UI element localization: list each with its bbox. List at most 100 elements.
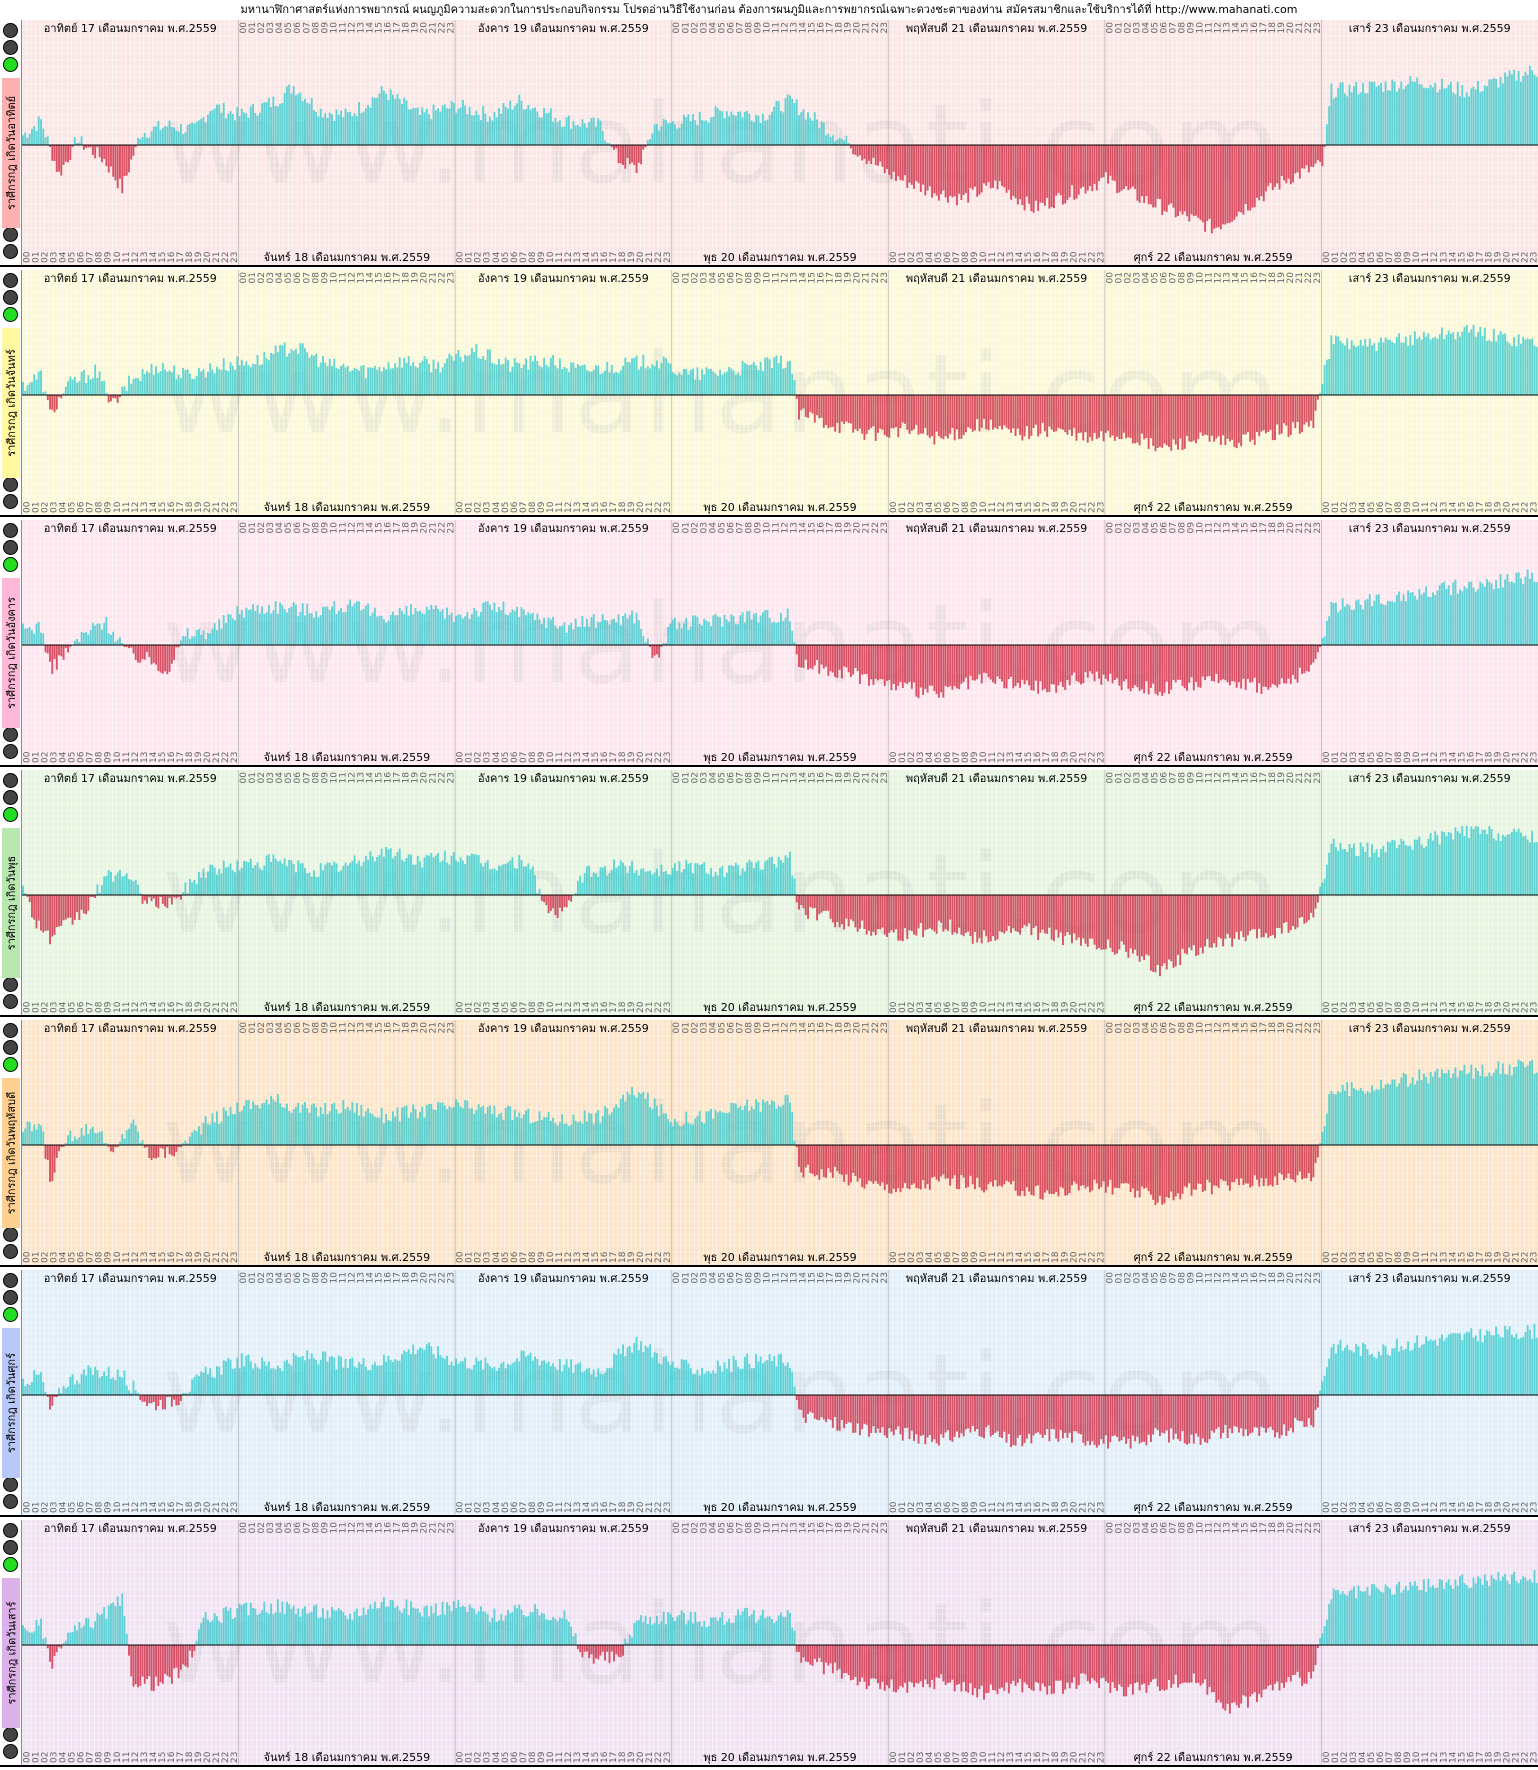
data-bar [182,635,185,645]
data-bar [369,107,372,145]
data-bar [109,395,112,402]
data-bar [637,369,640,395]
data-bar [1287,395,1290,437]
data-bar [1014,395,1017,437]
data-bar [940,895,943,923]
data-bar [992,395,994,430]
data-bar [40,895,42,931]
hour-tick-label: 17 [826,272,836,283]
data-bar [1104,895,1107,950]
data-bar [1506,574,1509,645]
data-bar [391,611,394,645]
data-bar [1265,145,1267,192]
data-bar [448,353,451,395]
hour-tick-label: 16 [1033,1001,1043,1013]
data-bar [128,879,130,895]
data-bar [1003,895,1006,934]
data-bar [1179,145,1182,212]
hour-tick-label: 18 [402,772,412,784]
data-bar [258,613,261,645]
data-bar [520,860,523,895]
hour-tick-label: 15 [374,272,384,283]
data-bar [475,610,478,645]
hour-tick-label: 07 [86,1002,96,1013]
data-bar [892,895,895,933]
data-bar [1177,395,1179,450]
hour-tick-label: 20 [1286,772,1296,784]
data-bar [166,645,169,675]
data-bar [1497,833,1500,895]
data-bar [376,369,379,395]
data-bar [184,636,187,645]
data-bar [897,645,900,686]
data-bar [37,621,40,645]
hour-tick-label: 20 [853,22,863,34]
data-bar [678,372,681,395]
data-bar [996,145,999,190]
data-bar [285,612,288,645]
data-bar [1086,395,1089,443]
data-bar [80,371,83,395]
data-bar [1531,572,1534,645]
data-bar [592,117,595,145]
data-bar [996,395,999,430]
green-light-icon [3,57,18,72]
data-bar [1111,895,1114,952]
data-bar [561,369,564,395]
data-bar [590,617,593,645]
data-bar [613,618,615,645]
data-bar [401,367,403,395]
data-bar [608,624,611,645]
data-bar [1104,145,1107,173]
hour-tick-label: 22 [221,752,231,763]
hour-tick-label: 10 [329,522,339,534]
data-bar [1443,88,1446,145]
data-bar [1226,395,1229,439]
data-bar [538,365,541,395]
data-bar [1140,395,1143,434]
data-bar [610,364,613,395]
data-bar [820,645,823,665]
data-bar [949,145,952,196]
data-bar [340,110,342,145]
hour-tick-label: 11 [338,772,348,783]
data-bar [1472,587,1475,645]
data-bar [290,349,293,395]
data-bar [752,613,755,645]
data-bar [847,645,850,673]
data-bar [125,645,128,647]
data-bar [116,639,119,645]
data-bar [687,114,690,145]
data-bar [227,866,230,895]
data-bar [978,645,981,675]
data-bar [1267,645,1270,690]
data-bar [64,895,67,920]
hour-tick-label: 14 [1015,1001,1025,1013]
data-bar [87,895,90,911]
data-bar [313,870,315,895]
data-bar [258,112,261,145]
hour-tick-label: 06 [943,1001,953,1013]
data-bar [1001,395,1003,430]
data-bar [1064,395,1067,433]
data-bar [468,855,471,895]
data-bar [739,875,742,895]
hour-tick-label: 15 [591,752,601,763]
data-bar [173,645,176,661]
data-bar [545,628,548,645]
hour-tick-label: 02 [690,522,700,533]
data-bar [1468,581,1470,645]
chart-panel-thursday: ราศีกรกฎ เกิดวันพฤหัสบดีwww.mahanati.com… [0,1020,1538,1267]
data-bar [1531,830,1534,895]
data-bar [881,645,884,680]
data-bar [1524,576,1527,645]
data-bar [710,117,712,145]
data-bar [567,115,570,145]
data-bar [1283,895,1285,923]
data-bar [177,895,180,897]
data-bar [391,858,394,895]
data-bar [1321,638,1324,645]
data-bar [1407,590,1410,645]
data-bar [206,871,209,895]
data-bar [1235,645,1238,688]
